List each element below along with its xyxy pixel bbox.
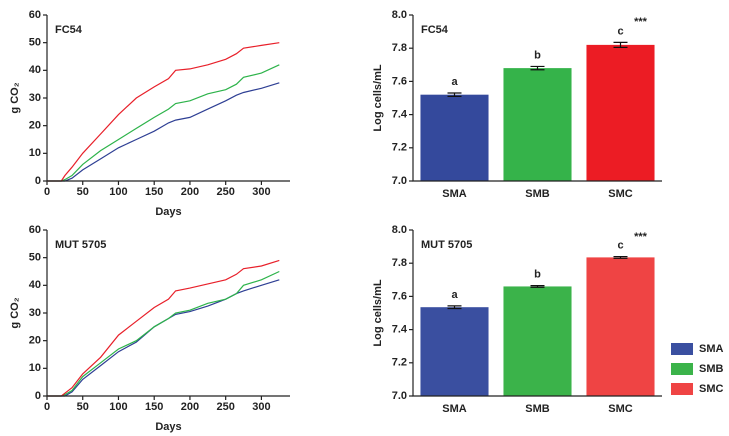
x-tick-label: 0	[44, 186, 50, 198]
y-tick-label: 7.8	[392, 42, 407, 54]
y-tick-label: 8.0	[392, 224, 407, 236]
bar	[503, 286, 572, 396]
data-line	[47, 270, 280, 397]
bar	[586, 44, 655, 181]
annotation: b	[534, 269, 541, 281]
y-tick-label: 7.0	[392, 390, 407, 402]
x-tick-label: 50	[77, 186, 89, 198]
y-axis-label: Log cells/mL	[372, 279, 384, 347]
x-tick-label: 200	[181, 186, 199, 198]
data-line	[47, 82, 280, 182]
error-bar	[447, 92, 462, 97]
chart-title: MUT 5705	[55, 239, 106, 251]
x-axis-label: Days	[155, 206, 181, 218]
x-tick-label: 0	[44, 401, 50, 413]
legend-label: SMA	[699, 343, 724, 355]
y-tick-label: 7.4	[392, 109, 408, 121]
y-tick-label: 7.6	[392, 75, 407, 87]
data-line	[47, 259, 280, 397]
error-bar	[530, 285, 545, 288]
x-tick-label: 250	[216, 401, 234, 413]
y-tick-label: 7.0	[392, 175, 407, 187]
chart-title: MUT 5705	[421, 239, 472, 251]
x-tick-label: 300	[252, 186, 270, 198]
y-tick-label: 8.0	[392, 9, 407, 21]
y-tick-label: 20	[29, 335, 41, 347]
x-tick-label: SMC	[608, 403, 633, 415]
legend-label: SMB	[699, 363, 724, 375]
y-axis-label: g CO₂	[9, 82, 21, 113]
annotation: c	[617, 25, 623, 37]
y-tick-label: 50	[29, 37, 41, 49]
y-tick-label: 7.6	[392, 290, 407, 302]
y-tick-label: 30	[29, 307, 41, 319]
legend-label: SMC	[699, 383, 724, 395]
x-tick-label: 100	[109, 401, 127, 413]
y-tick-label: 60	[29, 224, 41, 236]
y-tick-label: 10	[29, 147, 41, 159]
significance: ***	[634, 231, 648, 243]
y-tick-label: 0	[35, 390, 41, 402]
y-tick-label: 40	[29, 279, 41, 291]
x-tick-label: SMA	[442, 403, 467, 415]
legend-swatch	[671, 343, 693, 355]
error-bar	[613, 41, 628, 48]
x-tick-label: SMA	[442, 188, 467, 200]
annotation: a	[451, 289, 458, 301]
y-tick-label: 7.4	[392, 324, 408, 336]
annotation: c	[617, 239, 623, 251]
axes	[46, 15, 290, 182]
x-tick-label: 150	[145, 401, 163, 413]
y-tick-label: 50	[29, 252, 41, 264]
y-axis-label: g CO₂	[9, 297, 21, 328]
bar	[420, 94, 489, 181]
legend-swatch	[671, 363, 693, 375]
error-bar	[447, 305, 462, 310]
x-tick-label: 100	[109, 186, 127, 198]
y-tick-label: 0	[35, 175, 41, 187]
x-tick-label: 50	[77, 401, 89, 413]
legend-swatch	[671, 383, 693, 395]
x-tick-label: SMB	[525, 188, 550, 200]
error-bar	[530, 65, 545, 71]
bar	[586, 257, 655, 396]
x-tick-label: SMC	[608, 188, 633, 200]
axes	[46, 230, 290, 397]
y-tick-label: 20	[29, 120, 41, 132]
x-axis-label: Days	[155, 421, 181, 433]
y-tick-label: 7.2	[392, 357, 407, 369]
y-tick-label: 40	[29, 64, 41, 76]
x-tick-label: 150	[145, 186, 163, 198]
error-bar	[613, 255, 628, 259]
y-tick-label: 7.2	[392, 142, 407, 154]
bar	[420, 307, 489, 396]
y-axis-label: Log cells/mL	[372, 64, 384, 132]
axes	[412, 230, 662, 397]
x-tick-label: 300	[252, 401, 270, 413]
significance: ***	[634, 16, 648, 28]
annotation: a	[451, 76, 458, 88]
y-tick-label: 7.8	[392, 257, 407, 269]
bar	[503, 68, 572, 181]
axes	[412, 15, 662, 182]
x-tick-label: 200	[181, 401, 199, 413]
x-tick-label: SMB	[525, 403, 550, 415]
chart-title: FC54	[421, 24, 449, 36]
chart-title: FC54	[55, 24, 83, 36]
y-tick-label: 30	[29, 92, 41, 104]
y-tick-label: 60	[29, 9, 41, 21]
y-tick-label: 10	[29, 362, 41, 374]
annotation: b	[534, 49, 541, 61]
x-tick-label: 250	[216, 186, 234, 198]
data-line	[47, 64, 280, 182]
data-line	[47, 42, 280, 182]
